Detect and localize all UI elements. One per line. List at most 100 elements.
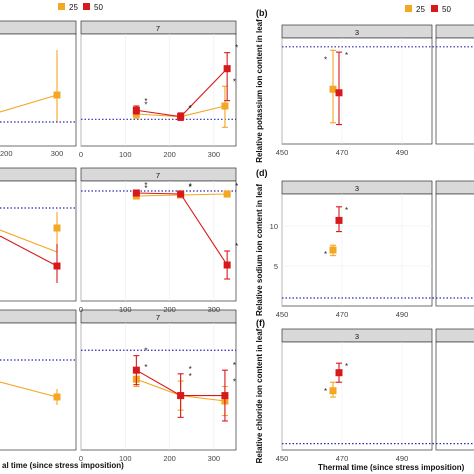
- legend-swatch-50: [83, 3, 90, 10]
- legend-swatch-25: [58, 3, 65, 10]
- facet-strip-neighbour: [435, 24, 474, 39]
- facet-label: 3: [355, 28, 359, 37]
- panel-letter-f: (f): [256, 318, 265, 328]
- panel-left-row2-b: [80, 180, 237, 302]
- left-row1: 7 200 300: [0, 20, 237, 158]
- data-point-50: [177, 190, 185, 198]
- plot-panel: [281, 193, 433, 307]
- x-tick-label: 0: [79, 305, 83, 314]
- x-tick-label: 490: [396, 454, 409, 463]
- significance-star: *: [189, 183, 192, 192]
- data-point-50: [132, 189, 140, 197]
- facet-strip-neighbour: [435, 328, 474, 343]
- significance-star: *: [144, 363, 147, 372]
- data-point-50: [132, 366, 140, 374]
- left-row2: 7: [0, 167, 237, 302]
- facet-strip-neighbour: [435, 180, 474, 195]
- x-tick-label: 490: [396, 310, 409, 319]
- data-point-50: [221, 392, 229, 400]
- tick-row1-partial-200: 200: [0, 149, 13, 158]
- y-tick-label: 10: [270, 222, 278, 231]
- data-point-25: [329, 387, 337, 395]
- significance-star: *: [233, 77, 236, 86]
- significance-star: *: [235, 242, 238, 251]
- significance-star: *: [324, 55, 327, 64]
- significance-star: *: [144, 184, 147, 193]
- significance-star: *: [235, 44, 238, 53]
- partial-data-point: [53, 262, 61, 270]
- data-point-50: [223, 261, 231, 269]
- plot-panel-neighbour: [435, 341, 474, 451]
- partial-series-line: [0, 94, 58, 113]
- significance-star: *: [189, 104, 192, 113]
- left-legend: 25 50: [58, 3, 103, 12]
- data-point-50: [223, 65, 231, 73]
- significance-star: *: [144, 181, 147, 190]
- data-point-50: [177, 392, 185, 400]
- right-legend: 25 50: [405, 5, 451, 14]
- facet-label-row2: 7: [156, 171, 160, 180]
- x-tick-label: 300: [208, 305, 221, 314]
- significance-star: *: [189, 365, 192, 374]
- x-tick-label: 300: [208, 150, 221, 159]
- significance-star: *: [144, 347, 147, 356]
- significance-star: *: [189, 182, 192, 191]
- plot-panel: [281, 341, 433, 451]
- x-tick-label: 470: [336, 454, 349, 463]
- significance-star: *: [233, 378, 236, 387]
- data-point-50: [335, 89, 343, 97]
- x-tick-label: 200: [163, 454, 176, 463]
- significance-star: *: [324, 250, 327, 259]
- partial-series-line: [0, 229, 58, 253]
- panel-letter-b: (b): [256, 8, 268, 18]
- legend-label-25-right: 25: [416, 5, 425, 14]
- partial-series-line: [0, 235, 58, 267]
- partial-data-point: [53, 393, 61, 401]
- x-tick-label: 470: [336, 310, 349, 319]
- panel-left-row1-b: [80, 33, 237, 147]
- facet-label: 3: [355, 332, 359, 341]
- x-tick-label: 450: [276, 454, 289, 463]
- x-tick-label: 450: [276, 310, 289, 319]
- plot-panel: [281, 37, 433, 145]
- data-point-25: [329, 246, 337, 254]
- chart-panel-5: 3 450 470 490 Relative chloride ion content …: [255, 328, 474, 463]
- x-tick-label: 0: [79, 454, 83, 463]
- panel-letter-d: (d): [256, 168, 268, 178]
- data-point-50: [177, 113, 185, 121]
- significance-star: *: [144, 97, 147, 106]
- panel-left-row2-a: [0, 180, 77, 302]
- x-tick-label: 300: [208, 454, 221, 463]
- strip-left-row2-a: [0, 167, 77, 182]
- y-axis-label: Relative sodium ion content in leaf: [255, 184, 264, 316]
- chart-panel-1: 0 100 200 300* * ** **: [79, 181, 238, 314]
- x-tick-label: 200: [163, 150, 176, 159]
- significance-star: *: [324, 387, 327, 396]
- plot-layer: 0 100 200 300* *****0 100 200 300* * ** **0 100 200 3…: [0, 19, 474, 463]
- plot-panel-neighbour: [435, 193, 474, 307]
- legend-label-50: 50: [94, 3, 103, 12]
- x-tick-label: 100: [119, 305, 132, 314]
- facet-label-row3: 7: [156, 313, 160, 322]
- data-point-50: [132, 106, 140, 114]
- significance-star: *: [345, 51, 348, 60]
- panel-left-row3-b: [80, 322, 237, 451]
- significance-star: *: [189, 104, 192, 113]
- tick-row1-partial-300: 300: [51, 149, 64, 158]
- x-tick-label: 100: [119, 150, 132, 159]
- y-axis-label: Relative chloride ion content in leaf: [255, 328, 264, 463]
- significance-star: *: [345, 362, 348, 371]
- panel-left-row3-a: [0, 322, 77, 451]
- significance-star: *: [144, 101, 147, 110]
- x-tick-label: 200: [163, 305, 176, 314]
- data-point-25: [223, 190, 231, 198]
- significance-star: *: [233, 361, 236, 370]
- chart-panel-2: 0 100 200 300***** *: [79, 323, 236, 463]
- data-point-50: [335, 369, 343, 377]
- right-x-axis-label: Thermal time (since stress imposition): [318, 463, 465, 472]
- facet-label-row1: 7: [156, 24, 160, 33]
- legend-label-50-right: 50: [442, 5, 451, 14]
- legend-swatch-25-right: [405, 5, 412, 12]
- partial-data-point: [53, 91, 61, 99]
